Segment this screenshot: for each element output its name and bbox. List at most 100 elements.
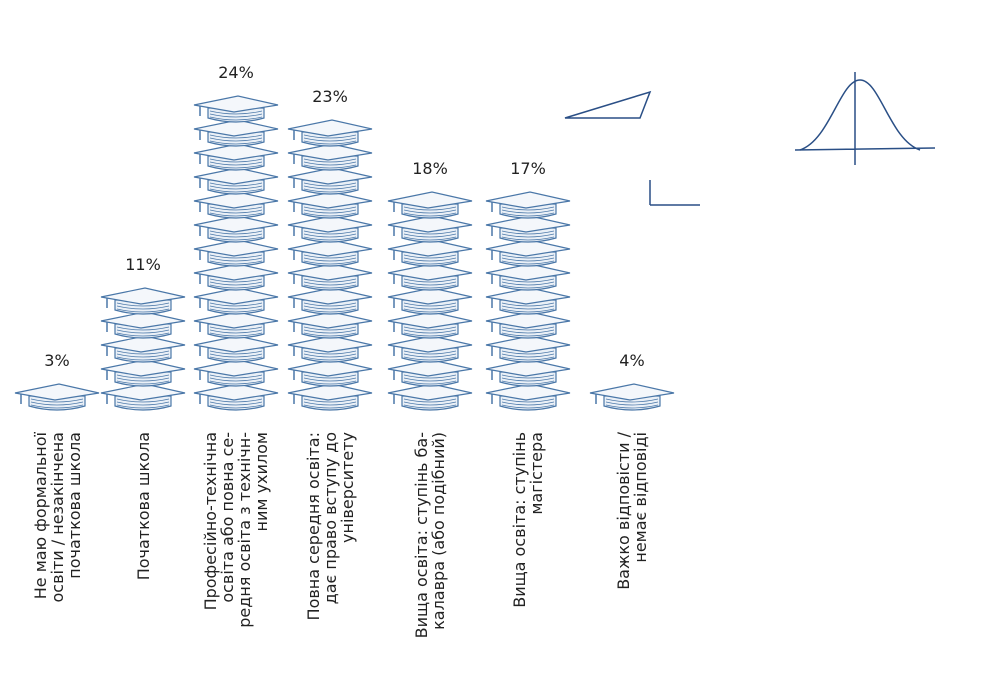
- cap-stripe: [303, 236, 357, 241]
- cap-top: [287, 287, 373, 305]
- cap-stripe: [403, 356, 457, 361]
- cap-top: [387, 191, 473, 209]
- bar: [287, 119, 373, 411]
- cap-top: [193, 335, 279, 353]
- cap-stripe: [403, 257, 457, 262]
- cap-stripe: [209, 278, 263, 283]
- cap-top: [193, 239, 279, 257]
- cap-stripe: [501, 332, 555, 337]
- cap-stripe: [501, 329, 555, 334]
- cap-band: [499, 227, 557, 243]
- cap-stripe: [30, 398, 84, 403]
- cap-stripe: [403, 236, 457, 241]
- cap-stripe: [501, 206, 555, 211]
- cap-stripe: [116, 350, 170, 355]
- cap-top: [287, 191, 373, 209]
- cap-band: [499, 371, 557, 387]
- cap-band: [401, 347, 459, 363]
- cap-stripe: [303, 278, 357, 283]
- cap-stripe: [209, 356, 263, 361]
- cap-stripe: [209, 209, 263, 214]
- cap-stripe: [209, 332, 263, 337]
- cap-top: [193, 263, 279, 281]
- cap-stripe: [403, 350, 457, 355]
- cap-stripe: [501, 356, 555, 361]
- cap-stripe: [30, 401, 84, 406]
- cap-stripe: [116, 398, 170, 403]
- cap-stripe: [501, 380, 555, 385]
- cap-band: [114, 371, 172, 387]
- cap-top: [485, 215, 571, 233]
- cap-top: [485, 335, 571, 353]
- cap-stripe: [501, 305, 555, 310]
- cap-stripe: [501, 278, 555, 283]
- cap-stripe: [209, 230, 263, 235]
- cap-stripe: [209, 110, 263, 115]
- cap-stripe: [209, 380, 263, 385]
- cap-stripe: [501, 398, 555, 403]
- cap-stripe: [605, 401, 659, 406]
- cap-stripe: [303, 188, 357, 193]
- cap-top: [589, 383, 675, 401]
- cap-top: [193, 95, 279, 113]
- cap-stripe: [501, 230, 555, 235]
- cap-stripe: [403, 233, 457, 238]
- category-label: Повна середня освіта: дає право вступу д…: [303, 432, 357, 621]
- cap-top: [287, 119, 373, 137]
- cap-band: [207, 155, 265, 171]
- cap-stripe: [209, 188, 263, 193]
- cap-stripe: [303, 161, 357, 166]
- bar: [589, 383, 675, 411]
- cap-top: [485, 311, 571, 329]
- cap-band: [401, 275, 459, 291]
- value-label: 23%: [312, 87, 348, 106]
- cap-band: [114, 299, 172, 315]
- cap-stripe: [501, 257, 555, 262]
- cap-stripe: [303, 185, 357, 190]
- cap-stripe: [209, 161, 263, 166]
- cap-stripe: [501, 353, 555, 358]
- cap-stripe: [116, 329, 170, 334]
- cap-stripe: [403, 212, 457, 217]
- cap-stripe: [303, 212, 357, 217]
- cap-band: [499, 395, 557, 411]
- cap-band: [207, 299, 265, 315]
- cap-band: [207, 179, 265, 195]
- cap-band: [301, 251, 359, 267]
- cap-stripe: [116, 380, 170, 385]
- cap-top: [485, 239, 571, 257]
- cap-band: [301, 395, 359, 411]
- cap-stripe: [303, 134, 357, 139]
- cap-top: [193, 191, 279, 209]
- cap-stripe: [501, 284, 555, 289]
- cap-band: [301, 371, 359, 387]
- cap-stripe: [303, 308, 357, 313]
- cap-top: [193, 215, 279, 233]
- cap-stripe: [303, 326, 357, 331]
- cap-band: [207, 131, 265, 147]
- cap-stripe: [209, 185, 263, 190]
- cap-band: [499, 347, 557, 363]
- cap-band: [114, 395, 172, 411]
- cap-stripe: [116, 353, 170, 358]
- cap-top: [287, 359, 373, 377]
- cap-stripe: [209, 206, 263, 211]
- cap-stripe: [403, 404, 457, 409]
- bar: [387, 191, 473, 411]
- cap-stripe: [303, 254, 357, 259]
- bar: [485, 191, 571, 411]
- cap-stripe: [403, 254, 457, 259]
- cap-stripe: [209, 308, 263, 313]
- cap-band: [401, 395, 459, 411]
- cap-stripe: [403, 332, 457, 337]
- cap-top: [287, 263, 373, 281]
- cap-top: [287, 215, 373, 233]
- cap-stripe: [209, 305, 263, 310]
- cap-top: [193, 383, 279, 401]
- cap-stripe: [209, 140, 263, 145]
- cap-top: [387, 287, 473, 305]
- cap-stripe: [501, 254, 555, 259]
- cap-band: [28, 395, 86, 411]
- cap-stripe: [403, 401, 457, 406]
- cap-top: [485, 383, 571, 401]
